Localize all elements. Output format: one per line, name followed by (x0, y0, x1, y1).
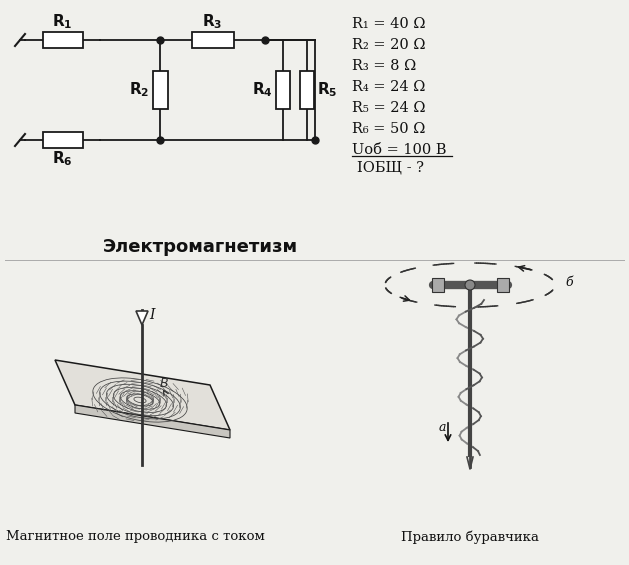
Text: б: б (565, 276, 572, 289)
Polygon shape (136, 311, 148, 325)
Text: R₄ = 24 Ω: R₄ = 24 Ω (352, 80, 425, 94)
Text: B: B (160, 377, 168, 390)
Text: R₃ = 8 Ω: R₃ = 8 Ω (352, 59, 416, 73)
Text: Правило буравчика: Правило буравчика (401, 530, 539, 544)
Text: $\mathbf{R_5}$: $\mathbf{R_5}$ (317, 81, 338, 99)
Text: R₁ = 40 Ω: R₁ = 40 Ω (352, 17, 425, 31)
Text: R₆ = 50 Ω: R₆ = 50 Ω (352, 122, 425, 136)
Bar (431, 278, 443, 292)
Text: I: I (149, 308, 155, 322)
Polygon shape (55, 360, 230, 430)
Text: Магнитное поле проводника с током: Магнитное поле проводника с током (6, 530, 264, 543)
Text: Электромагнетизм: Электромагнетизм (103, 238, 298, 256)
Circle shape (465, 280, 475, 290)
Bar (300, 71, 314, 109)
Text: $\mathbf{R_4}$: $\mathbf{R_4}$ (252, 81, 273, 99)
Bar (152, 71, 167, 109)
Text: Uоб = 100 В: Uоб = 100 В (352, 143, 447, 157)
Bar (191, 32, 233, 48)
Bar (43, 132, 82, 148)
Text: $\mathbf{R_1}$: $\mathbf{R_1}$ (52, 12, 73, 31)
Text: $\mathbf{R_3}$: $\mathbf{R_3}$ (203, 12, 223, 31)
Text: $\mathbf{R_6}$: $\mathbf{R_6}$ (52, 149, 73, 168)
Text: R₂ = 20 Ω: R₂ = 20 Ω (352, 38, 425, 52)
Bar (43, 32, 82, 48)
Text: R₅ = 24 Ω: R₅ = 24 Ω (352, 101, 425, 115)
Polygon shape (75, 405, 230, 438)
Text: $\mathbf{R_2}$: $\mathbf{R_2}$ (128, 81, 149, 99)
Text: IОБЩ - ?: IОБЩ - ? (357, 161, 424, 175)
Bar (276, 71, 290, 109)
Bar (496, 278, 508, 292)
Text: a: a (438, 421, 446, 434)
